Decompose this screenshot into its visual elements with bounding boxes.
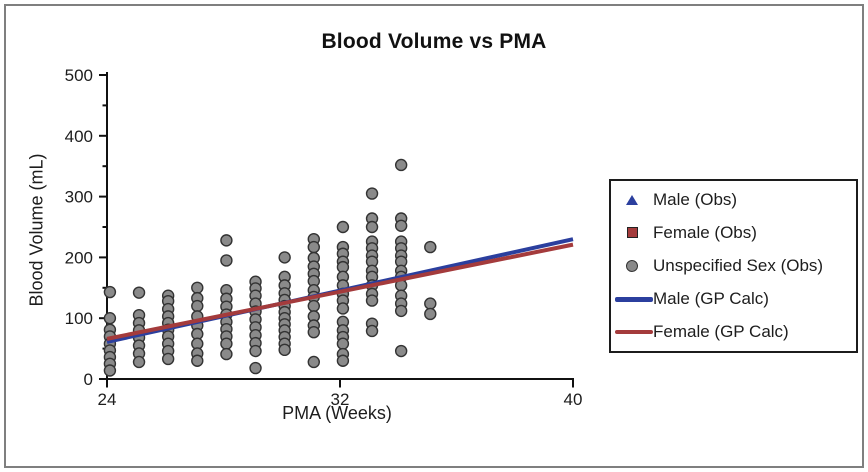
scatter-point (307, 299, 320, 313)
scatter-point (424, 307, 437, 321)
triangle-marker-icon (626, 194, 638, 205)
female-obs-marker (611, 227, 653, 239)
scatter-point (132, 355, 146, 369)
scatter-point (307, 325, 320, 339)
scatter-point (365, 324, 379, 338)
scatter-point (424, 240, 437, 254)
scatter-point (278, 251, 291, 264)
scatter-point (278, 343, 291, 357)
x-tick-label: 32 (331, 390, 350, 409)
figure-border: Blood Volume vs PMA 0 100 200 300 400 500 24 32… (4, 4, 864, 468)
legend-label: Female (Obs) (653, 222, 757, 242)
legend-entry-female-obs: Female (Obs) (611, 218, 856, 248)
scatter-point (307, 355, 320, 369)
scatter-point (103, 285, 117, 299)
scatter-point (336, 302, 350, 315)
scatter-point (365, 294, 379, 307)
chart-title: Blood Volume vs PMA (321, 30, 547, 53)
unspecified-obs-marker (611, 259, 653, 272)
legend-label: Unspecified Sex (Obs) (653, 255, 824, 275)
legend-label: Male (GP Calc) (653, 289, 769, 309)
scatter-point (103, 312, 117, 325)
scatter-point (365, 220, 379, 234)
scatter-point (424, 297, 437, 310)
scatter-point (220, 254, 233, 267)
legend-entry-male-obs: Male (Obs) (611, 185, 856, 215)
female-gp-line-swatch (611, 330, 653, 335)
scatter-point (336, 354, 350, 367)
scatter-point (191, 281, 204, 294)
scatter-point (394, 219, 408, 232)
legend: Male (Obs) Female (Obs) Unspecified Sex … (609, 179, 858, 353)
scatter-point (394, 304, 408, 318)
scatter-point (191, 299, 204, 313)
y-tick-label: 100 (65, 309, 93, 328)
chart-plot-area: 0 100 200 300 400 500 24 32 40 (65, 66, 583, 409)
scatter-point (365, 187, 379, 200)
gp-line (106, 242, 574, 341)
legend-label: Male (Obs) (653, 189, 738, 209)
y-tick-label: 200 (65, 248, 93, 267)
scatter-point (161, 352, 175, 366)
scatter-point (103, 364, 117, 377)
scatter-point (220, 234, 233, 247)
y-tick-label: 300 (65, 188, 93, 207)
circle-marker-icon (626, 259, 638, 272)
scatter-point (394, 158, 408, 172)
y-tick-label: 400 (65, 127, 93, 146)
y-tick-label: 500 (65, 66, 93, 85)
male-gp-line-swatch (611, 296, 653, 302)
scatter-point (220, 347, 233, 361)
y-axis-label: Blood Volume (mL) (26, 153, 47, 307)
y-tick-label: 0 (84, 370, 93, 389)
scatter-point (191, 354, 204, 367)
male-obs-marker (611, 194, 653, 205)
blue-line-icon (615, 296, 653, 302)
legend-entry-unspecified-obs: Unspecified Sex (Obs) (611, 251, 856, 281)
red-line-icon (615, 330, 653, 335)
scatter-point (336, 337, 350, 350)
x-tick-label: 24 (98, 390, 117, 409)
scatter-point (394, 344, 408, 358)
scatter-point (307, 240, 320, 254)
scatter-point (249, 361, 262, 375)
x-axis-label: PMA (Weeks) (282, 403, 392, 423)
x-tick-label: 40 (564, 390, 583, 409)
legend-entry-male-gp: Male (GP Calc) (611, 284, 856, 314)
scatter-point (220, 337, 233, 350)
scatter-point (249, 344, 262, 358)
scatter-point (336, 220, 350, 234)
legend-entry-female-gp: Female (GP Calc) (611, 317, 856, 347)
legend-label: Female (GP Calc) (653, 322, 789, 342)
square-marker-icon (626, 227, 638, 239)
scatter-point (132, 286, 146, 299)
